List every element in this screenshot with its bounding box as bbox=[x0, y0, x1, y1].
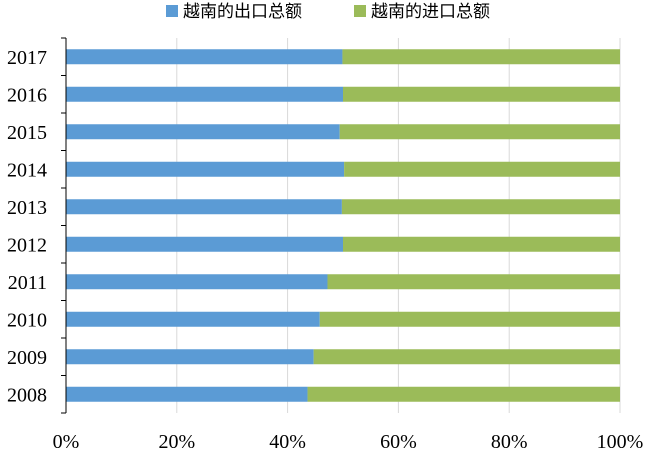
y-axis bbox=[61, 37, 67, 414]
bar-export bbox=[66, 386, 308, 402]
bar-export bbox=[66, 49, 343, 65]
bar-import bbox=[344, 161, 620, 177]
bar-export bbox=[66, 349, 314, 365]
x-tick-label: 60% bbox=[380, 431, 417, 453]
bar-import bbox=[343, 236, 620, 252]
y-tick-labels: 2017 2016 2015 2014 2013 2012 2011 2010 2009 2008 bbox=[7, 47, 47, 407]
bar-import bbox=[319, 311, 620, 327]
bar-import bbox=[342, 49, 620, 65]
y-tick-label: 2017 bbox=[7, 47, 47, 69]
x-tick-label: 100% bbox=[597, 431, 644, 453]
bar-export bbox=[66, 199, 342, 215]
y-tick-label: 2010 bbox=[7, 309, 47, 331]
legend-label-import: 越南的进口总额 bbox=[371, 2, 490, 22]
x-tick-label: 20% bbox=[158, 431, 195, 453]
y-tick-label: 2011 bbox=[8, 272, 47, 294]
y-tick-label: 2012 bbox=[7, 234, 47, 256]
x-tick-label: 40% bbox=[269, 431, 306, 453]
bar-export bbox=[66, 124, 340, 140]
bar-import bbox=[307, 386, 620, 402]
bar-export bbox=[66, 311, 320, 327]
y-tick-label: 2009 bbox=[7, 347, 47, 369]
bar-export bbox=[66, 236, 343, 252]
bars bbox=[66, 49, 620, 402]
x-tick-labels: 0% 20% 40% 60% 80% 100% bbox=[53, 431, 644, 453]
x-tick-label: 0% bbox=[53, 431, 80, 453]
legend-swatch-export bbox=[166, 5, 178, 17]
y-tick-label: 2016 bbox=[7, 84, 47, 106]
bar-export bbox=[66, 86, 343, 102]
x-tick-label: 80% bbox=[491, 431, 528, 453]
bar-export bbox=[66, 161, 345, 177]
y-tick-label: 2014 bbox=[7, 159, 47, 181]
bar-import bbox=[341, 199, 620, 215]
bar-import bbox=[313, 349, 620, 365]
y-tick-label: 2008 bbox=[7, 384, 47, 406]
legend: 越南的出口总额 越南的进口总额 bbox=[166, 2, 490, 22]
y-tick-label: 2013 bbox=[7, 197, 47, 219]
legend-label-export: 越南的出口总额 bbox=[183, 2, 302, 22]
bar-export bbox=[66, 274, 328, 290]
bar-import bbox=[327, 274, 620, 290]
bar-import bbox=[343, 86, 620, 102]
bar-import bbox=[339, 124, 620, 140]
legend-swatch-import bbox=[354, 5, 366, 17]
y-tick-label: 2015 bbox=[7, 122, 47, 144]
